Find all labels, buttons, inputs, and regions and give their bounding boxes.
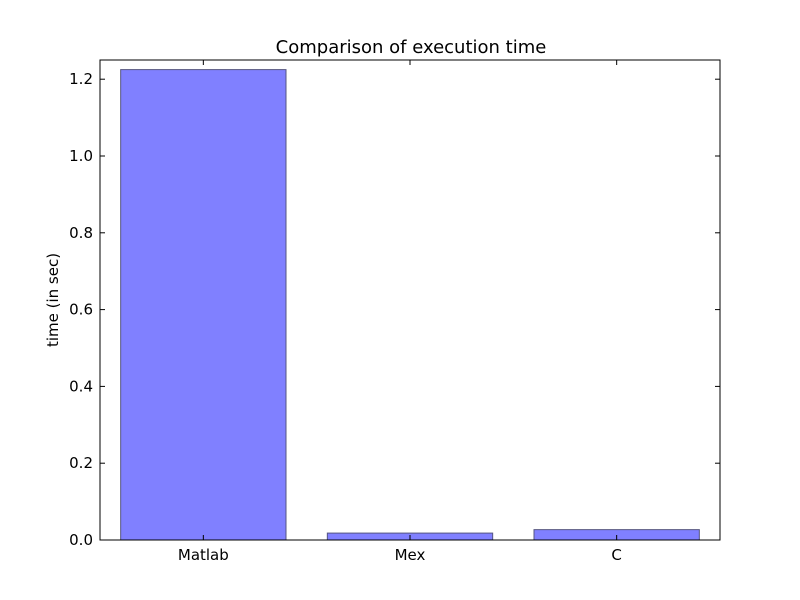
- y-tick-label: 1.2: [69, 70, 93, 88]
- plot-frame: [99, 59, 721, 541]
- y-tick-label: 1.0: [69, 147, 93, 165]
- x-tick-label: Matlab: [178, 546, 229, 564]
- y-tick-label: 0.2: [69, 454, 93, 472]
- y-tick-label: 0.6: [69, 301, 93, 319]
- ticks-group: Matlab Mex C 0.0 0.2 0.4 0.6 0.8 1.0 1.2: [69, 60, 720, 564]
- y-tick-label: 0.0: [69, 531, 93, 549]
- chart-title: Comparison of execution time: [276, 37, 547, 58]
- x-tick-label: Mex: [395, 546, 426, 564]
- y-tick-label: 0.4: [69, 377, 93, 395]
- bar-matlab: [120, 69, 287, 541]
- x-tick-label: C: [611, 546, 621, 564]
- y-axis-label: time (in sec): [44, 253, 62, 347]
- y-tick-label: 0.8: [69, 224, 93, 242]
